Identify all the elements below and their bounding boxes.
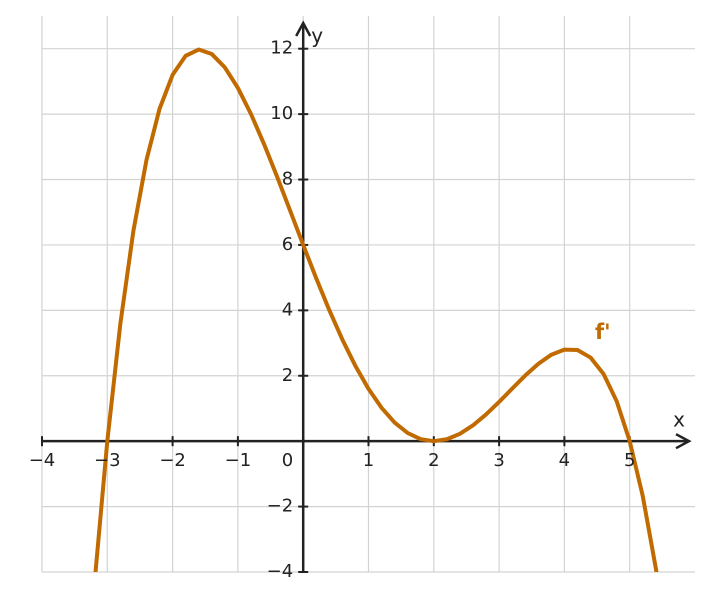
grid — [41, 16, 695, 573]
y-tick-label: 2 — [282, 365, 293, 386]
y-tick-label: 10 — [270, 103, 293, 124]
plot-area — [93, 47, 659, 572]
x-axis-arrow — [675, 433, 692, 450]
x-tick-label: 3 — [493, 450, 504, 471]
x-tick-label: 0 — [282, 450, 293, 471]
y-tick-label: 12 — [270, 38, 293, 59]
curve — [93, 47, 659, 572]
y-tick-label: −4 — [267, 561, 294, 582]
x-tick-label: −1 — [225, 450, 252, 471]
axes — [41, 20, 692, 573]
y-axis-label: y — [311, 24, 323, 48]
x-tick-label: 4 — [559, 450, 570, 471]
x-tick-label: 5 — [624, 450, 635, 471]
x-axis-label: x — [673, 408, 685, 432]
x-tick-label: −3 — [94, 450, 121, 471]
x-tick-label: 2 — [428, 450, 439, 471]
annotation: f' — [595, 320, 611, 344]
y-tick-label: −2 — [267, 496, 294, 517]
x-tick-label: −4 — [29, 450, 56, 471]
y-axis-arrow — [295, 20, 312, 37]
y-tick-label: 4 — [282, 299, 293, 320]
y-tick-label: 6 — [282, 234, 293, 255]
x-tick-label: 1 — [363, 450, 374, 471]
x-tick-label: −2 — [159, 450, 186, 471]
y-tick-label: 8 — [282, 169, 293, 190]
